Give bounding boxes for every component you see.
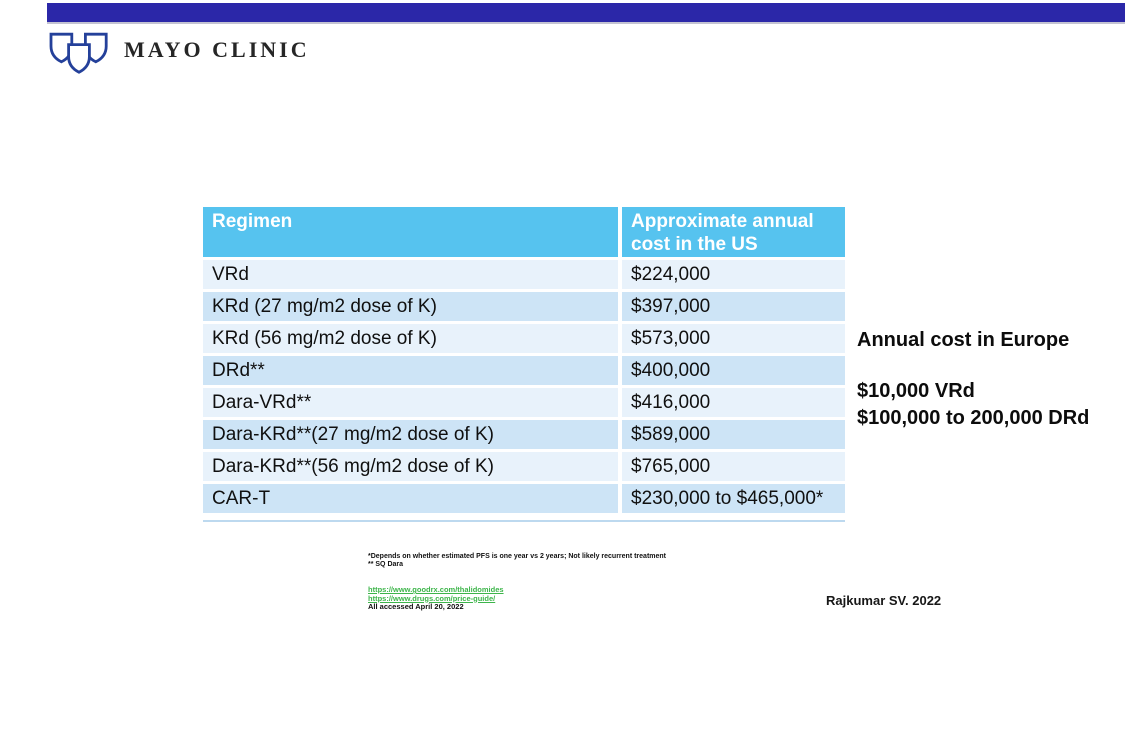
table-row: DRd** $400,000 [203, 356, 845, 385]
cost-cell: $765,000 [622, 452, 845, 481]
table-row: VRd $224,000 [203, 260, 845, 289]
table-bottom-border [203, 520, 845, 522]
sources-block: https://www.goodrx.com/thalidomides http… [368, 585, 504, 612]
footnotes: *Depends on whether estimated PFS is one… [368, 553, 666, 569]
table-row: Dara-KRd**(27 mg/m2 dose of K) $589,000 [203, 420, 845, 449]
cost-cell: $573,000 [622, 324, 845, 353]
europe-drd-cost: $100,000 to 200,000 DRd [857, 407, 1090, 429]
cost-table: Regimen Approximate annual cost in the U… [203, 207, 845, 516]
footnote-sq-dara: ** SQ Dara [368, 561, 404, 568]
table-row: Dara-KRd**(56 mg/m2 dose of K) $765,000 [203, 452, 845, 481]
table-header-row: Regimen Approximate annual cost in the U… [203, 207, 845, 257]
header-us-cost: Approximate annual cost in the US [622, 207, 845, 257]
table-row: CAR-T $230,000 to $465,000* [203, 484, 845, 513]
table-row: Dara-VRd** $416,000 [203, 388, 845, 417]
europe-title: Annual cost in Europe [857, 329, 1070, 351]
cost-cell: $400,000 [622, 356, 845, 385]
header-regimen: Regimen [203, 207, 618, 257]
europe-cost-block: Annual cost in Europe $10,000 VRd $100,0… [857, 329, 1122, 432]
footnote-pfs: *Depends on whether estimated PFS is one… [368, 553, 666, 560]
regimen-cell: CAR-T [203, 484, 618, 513]
regimen-cell: Dara-VRd** [203, 388, 618, 417]
regimen-cell: KRd (56 mg/m2 dose of K) [203, 324, 618, 353]
source-link-goodrx[interactable]: https://www.goodrx.com/thalidomides [368, 585, 504, 594]
table-row: KRd (56 mg/m2 dose of K) $573,000 [203, 324, 845, 353]
regimen-cell: Dara-KRd**(27 mg/m2 dose of K) [203, 420, 618, 449]
citation: Rajkumar SV. 2022 [826, 593, 942, 608]
accessed-date: All accessed April 20, 2022 [368, 602, 464, 612]
regimen-cell: DRd** [203, 356, 618, 385]
cost-cell: $397,000 [622, 292, 845, 321]
cost-cell: $589,000 [622, 420, 845, 449]
table-row: KRd (27 mg/m2 dose of K) $397,000 [203, 292, 845, 321]
regimen-cell: KRd (27 mg/m2 dose of K) [203, 292, 618, 321]
regimen-cell: VRd [203, 260, 618, 289]
brand-name: MAYO CLINIC [124, 37, 310, 62]
triple-shield-icon [49, 32, 108, 74]
cost-cell: $224,000 [622, 260, 845, 289]
cost-cell: $416,000 [622, 388, 845, 417]
top-accent-bar [47, 3, 1125, 24]
source-link-drugs[interactable]: https://www.drugs.com/price-guide/ [368, 593, 496, 603]
regimen-cell: Dara-KRd**(56 mg/m2 dose of K) [203, 452, 618, 481]
cost-cell: $230,000 to $465,000* [622, 484, 845, 513]
mayo-clinic-logo: MAYO CLINIC [46, 31, 310, 75]
europe-values: $10,000 VRd $100,000 to 200,000 DRd [857, 378, 1122, 432]
europe-vrd-cost: $10,000 VRd [857, 380, 975, 402]
